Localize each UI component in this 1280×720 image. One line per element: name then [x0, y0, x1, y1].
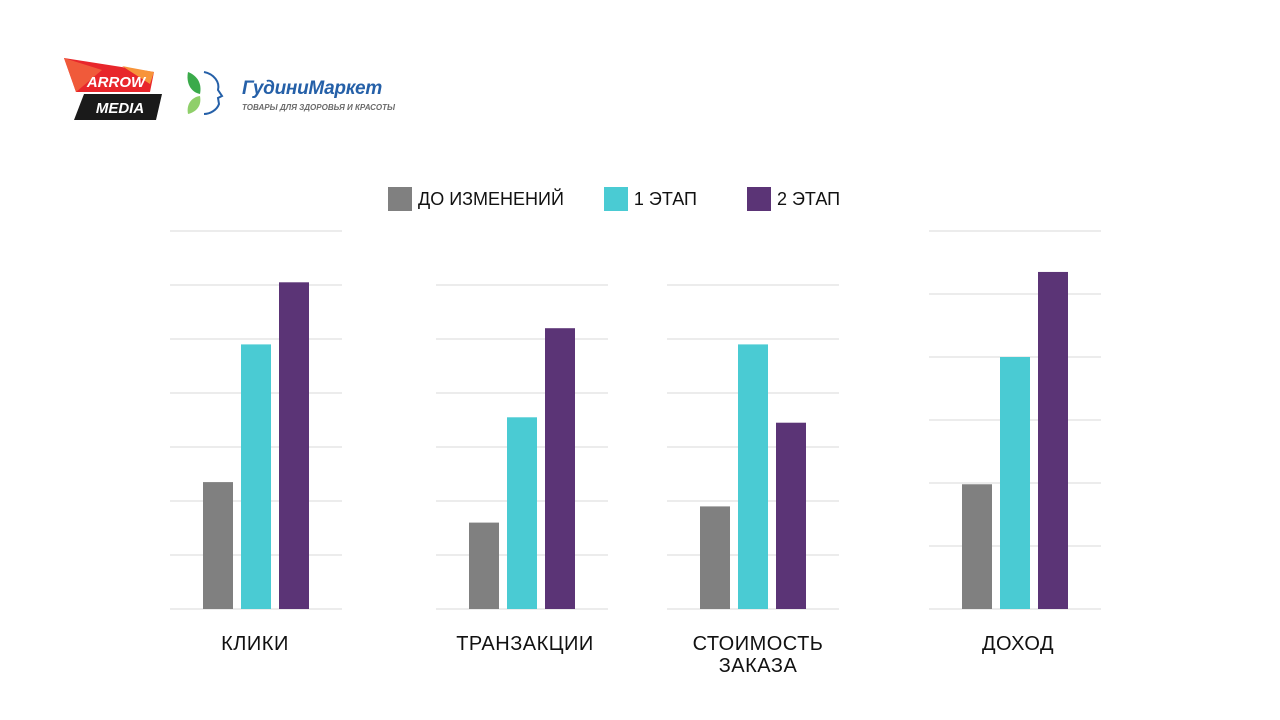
leaf-face-icon	[187, 71, 224, 115]
bar-clicks-before	[203, 482, 233, 609]
bar-transactions-stage2	[545, 328, 575, 609]
bar-clicks-stage2	[279, 282, 309, 609]
legend-swatch-stage1	[603, 187, 628, 211]
chart-panel-transactions	[436, 284, 608, 610]
bar-transactions-before	[469, 522, 499, 609]
legend-label-stage1: 1 ЭТАП	[633, 188, 697, 209]
bar-order-value-stage2	[776, 422, 806, 609]
arrow-logo-line2: MEDIA	[96, 100, 144, 117]
gudini-logo-name: ГудиниМаркет	[242, 78, 382, 99]
chart-panel-revenue	[929, 230, 1101, 610]
legend-label-before: ДО ИЗМЕНЕНИЙ	[418, 188, 564, 209]
chart-panel-order-value	[667, 284, 839, 610]
category-label-transactions: ТРАНЗАКЦИИ	[456, 633, 594, 655]
arrow-logo-line1: ARROW	[86, 74, 147, 91]
bar-revenue-before	[962, 484, 992, 609]
bar-revenue-stage2	[1038, 271, 1068, 609]
gudini-market-logo: ГудиниМаркет ТОВАРЫ ДЛЯ ЗДОРОВЬЯ И КРАСО…	[184, 70, 396, 118]
bar-revenue-stage1	[1000, 357, 1030, 609]
legend-label-stage2: 2 ЭТАП	[776, 188, 841, 209]
chart-panel-clicks	[170, 230, 342, 610]
legend-item-stage2: 2 ЭТАП	[746, 187, 841, 211]
bar-order-value-stage1	[738, 344, 768, 609]
arrow-media-logo: ARROW MEDIA	[62, 58, 166, 122]
legend-item-stage1: 1 ЭТАП	[603, 187, 697, 211]
legend-item-before: ДО ИЗМЕНЕНИЙ	[388, 187, 564, 211]
category-label-revenue: ДОХОД	[981, 633, 1055, 655]
category-label-clicks: КЛИКИ	[221, 633, 289, 655]
gudini-logo-tagline: ТОВАРЫ ДЛЯ ЗДОРОВЬЯ И КРАСОТЫ	[242, 103, 396, 112]
chart-legend: ДО ИЗМЕНЕНИЙ 1 ЭТАП 2 ЭТАП	[388, 187, 840, 211]
bar-transactions-stage1	[507, 417, 537, 609]
category-label-order-value: СТОИМОСТЬ ЗАКАЗА	[692, 633, 824, 677]
bar-clicks-stage1	[241, 344, 271, 609]
legend-swatch-before	[388, 187, 412, 211]
legend-swatch-stage2	[746, 187, 771, 211]
bar-order-value-before	[700, 506, 730, 609]
